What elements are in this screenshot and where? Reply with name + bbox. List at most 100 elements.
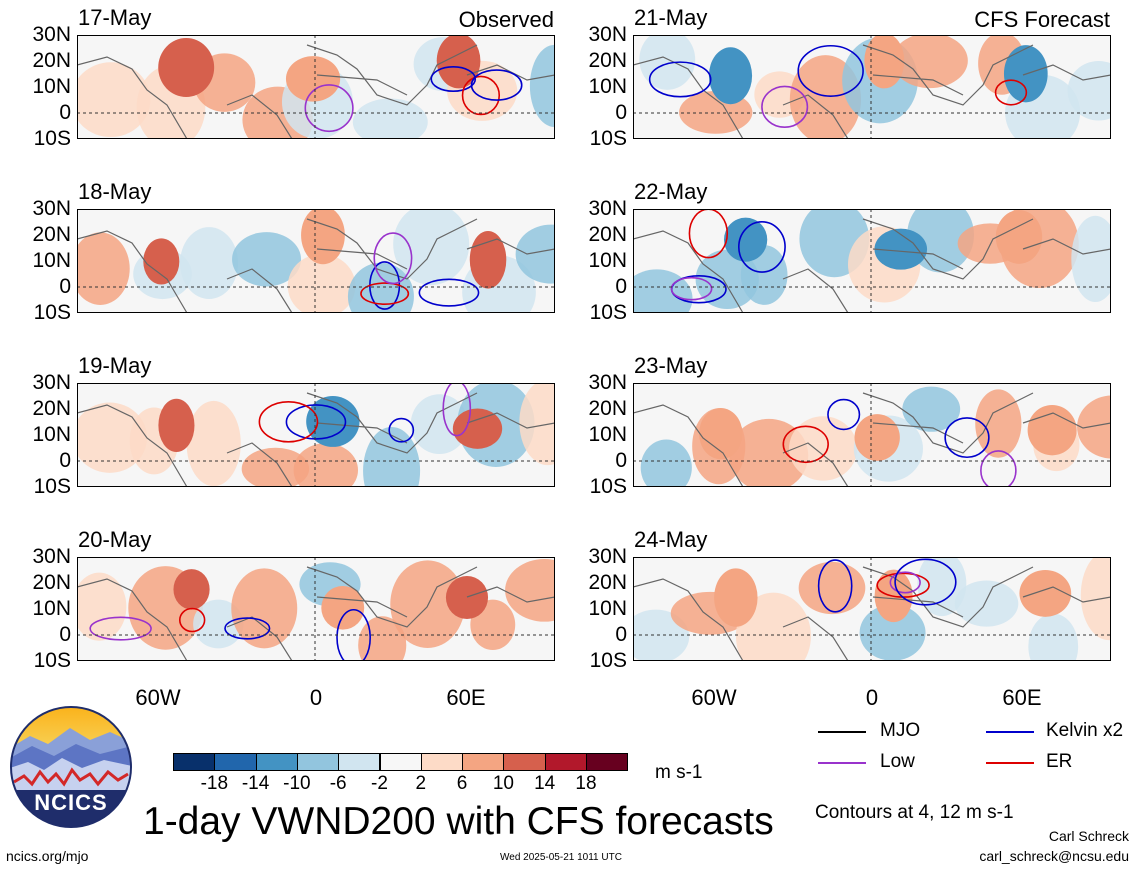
colorbar-swatch (379, 753, 422, 771)
anomaly-core (321, 586, 365, 630)
wind-anomaly-map (633, 383, 1111, 487)
lat-label: 20N (588, 571, 627, 594)
anomaly-core (874, 228, 928, 270)
lat-label: 30N (588, 23, 627, 46)
wave-contour (304, 84, 354, 133)
wave-contour (761, 85, 809, 129)
coastline (633, 218, 1111, 313)
anomaly-shading (287, 254, 356, 313)
wave-contour (373, 232, 413, 285)
site-link[interactable]: ncics.org/mjo (6, 848, 89, 864)
anomaly-shading (640, 439, 692, 487)
lon-label-right: 0 (865, 685, 879, 710)
panel-right-2: 22-May (560, 174, 1120, 334)
wave-contour (980, 450, 1017, 487)
wind-anomaly-map (633, 209, 1111, 313)
legend-low-line (818, 762, 866, 764)
wind-anomaly-map (77, 35, 555, 139)
panel-left-3: 19-May (0, 348, 560, 508)
lon-label-left: 60W (135, 685, 181, 710)
lat-label: 10S (33, 649, 71, 672)
anomaly-shading (529, 44, 555, 128)
anomaly-shading (186, 400, 241, 487)
panel-date: 23-May (634, 353, 708, 378)
anomaly-shading (352, 98, 428, 139)
wind-anomaly-map (77, 383, 555, 487)
anomaly-core (158, 38, 215, 97)
lat-label: 10N (32, 249, 71, 272)
anomaly-shading (633, 269, 693, 313)
lat-label: 20N (588, 397, 627, 420)
legend-mjo-label: MJO (880, 720, 921, 741)
coastline (77, 566, 555, 661)
lat-label: 20N (588, 49, 627, 72)
wave-contour (889, 571, 921, 594)
anomaly-shading (515, 224, 555, 284)
anomaly-core (173, 569, 210, 610)
colorbar-tick-label: -14 (241, 773, 270, 794)
anomaly-shading (789, 416, 858, 481)
colorbar-swatch (173, 753, 216, 771)
panel-tag: CFS Forecast (974, 7, 1110, 32)
anomaly-shading (1067, 61, 1111, 121)
wave-contour (894, 558, 957, 606)
anomaly-shading (1077, 395, 1111, 459)
anomaly-shading (232, 232, 302, 287)
colorbar-swatch (586, 753, 629, 771)
anomaly-shading (358, 616, 407, 661)
colorbar-swatch (255, 753, 298, 771)
wave-contour (336, 608, 371, 661)
colorbar-tick-label: 14 (534, 773, 556, 794)
contour-note: Contours at 4, 12 m s-1 (815, 802, 1014, 823)
panel-date: 19-May (78, 353, 152, 378)
panel-left-1: 17-May Observed (0, 0, 560, 160)
lat-label: 0 (59, 275, 71, 298)
wave-contour (430, 66, 477, 92)
wave-contour (360, 282, 410, 305)
legend-kelvin-label: Kelvin x2 (1046, 720, 1124, 741)
wave-contour (470, 69, 523, 101)
wave-contour (258, 400, 319, 443)
anomaly-core (708, 47, 753, 105)
wave-contour (285, 404, 347, 440)
lat-label: 0 (59, 623, 71, 646)
anomaly-core (854, 414, 900, 461)
anomaly-core (301, 209, 345, 265)
panel-date: 20-May (78, 527, 152, 552)
wave-contour (688, 209, 729, 259)
lat-label: 0 (615, 275, 627, 298)
colorbar-swatch (338, 753, 381, 771)
colorbar-tick-label: 2 (415, 773, 427, 794)
colorbar-swatch (420, 753, 464, 771)
wind-anomaly-map (77, 557, 555, 661)
anomaly-shading (639, 35, 696, 90)
author-email[interactable]: carl_schreck@ncsu.edu (979, 848, 1129, 864)
lat-label: 10S (33, 301, 71, 324)
ncics-logo[interactable]: NCICS (10, 706, 132, 828)
anomaly-core (158, 398, 195, 453)
wave-contour (670, 276, 713, 301)
colorbar-units: m s-1 (655, 762, 703, 783)
main-title: 1-day VWND200 with CFS forecasts (143, 800, 774, 843)
colorbar-swatch (296, 753, 340, 771)
legend-low-label: Low (880, 751, 915, 772)
anomaly-shading (1080, 557, 1111, 641)
anomaly-shading (729, 418, 809, 487)
anomaly-shading (892, 35, 968, 89)
wave-contour (782, 425, 829, 464)
colorbar-tick-label: -2 (371, 773, 388, 794)
anomaly-shading (1028, 613, 1079, 661)
anomaly-shading (1071, 215, 1111, 303)
lat-label: 20N (32, 397, 71, 420)
wind-anomaly-map (633, 35, 1111, 139)
panel-date: 22-May (634, 179, 708, 204)
colorbar-tick-label: 10 (492, 773, 514, 794)
anomaly-shading (954, 580, 1019, 627)
anomaly-shading (180, 227, 239, 300)
colorbar-tick-label: -18 (200, 773, 229, 794)
author: Carl Schreck (1048, 828, 1129, 844)
anomaly-shading (505, 559, 555, 622)
wave-contour (388, 417, 415, 443)
anomaly-core (699, 408, 743, 460)
lat-label: 10N (588, 75, 627, 98)
